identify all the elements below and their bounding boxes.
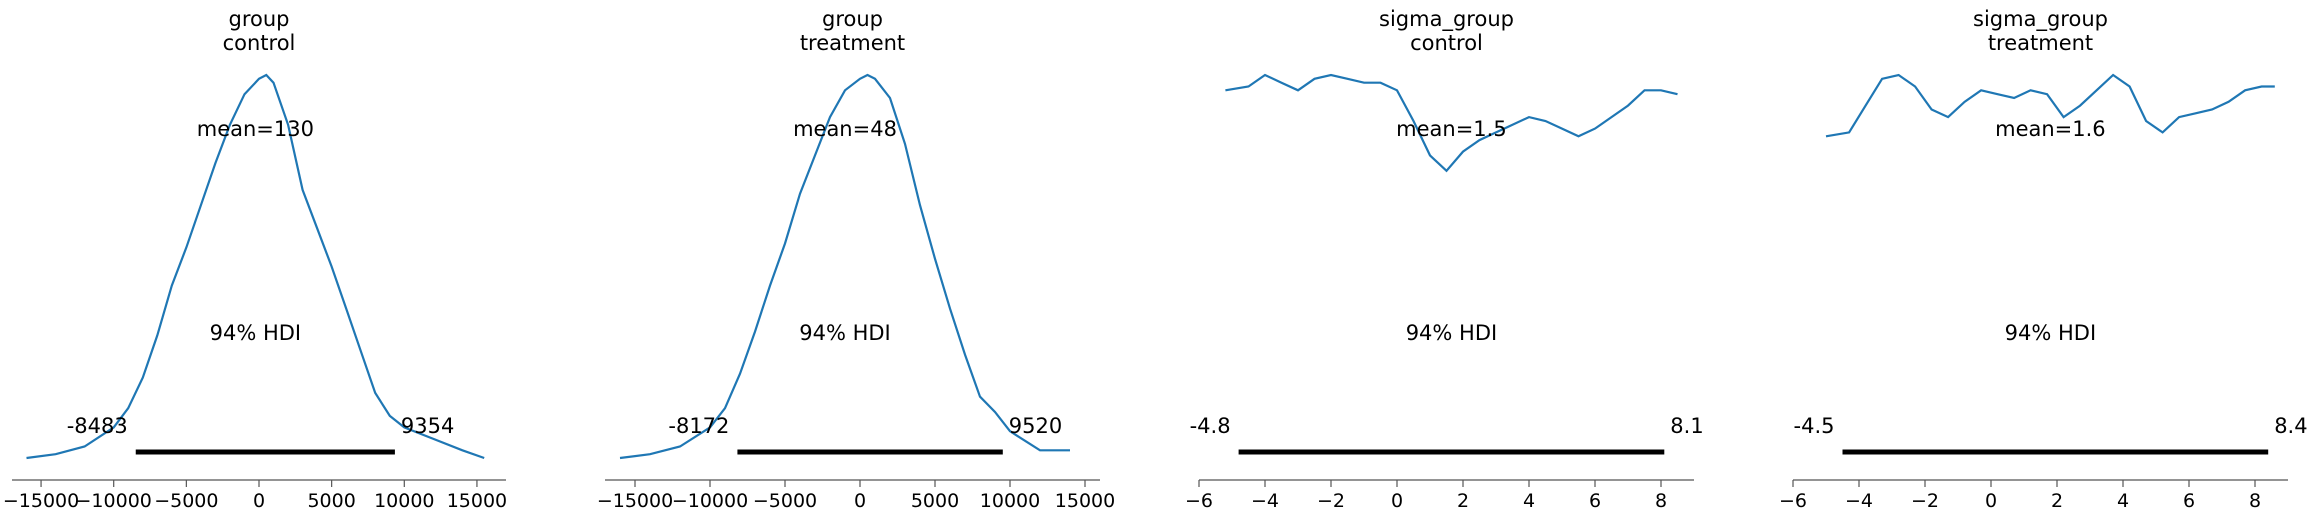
kde-curve [1825,73,2275,138]
panel-title-line: control [223,31,296,55]
x-tick-label: 0 [854,490,866,512]
x-tick-label: 2 [1457,490,1469,512]
x-tick-label: 4 [1523,490,1535,512]
kde-curve [1225,73,1678,173]
hdi-high-label: 9354 [401,414,454,438]
panel-title-line: group [229,7,290,31]
hdi-high-label: 9520 [1009,414,1062,438]
hdi-label: 94% HDI [210,321,302,345]
x-tick-label: 6 [2183,490,2195,512]
x-tick-label: 10000 [374,490,434,512]
kde-curve [619,73,1070,460]
x-tick-label: 6 [1589,490,1601,512]
hdi-label: 94% HDI [2005,321,2097,345]
x-tick-label: −2 [1911,490,1939,512]
mean-label: mean=48 [793,117,897,141]
mean-label: mean=1.6 [1995,117,2106,141]
x-tick-label: 0 [1985,490,1997,512]
mean-label: mean=130 [197,117,314,141]
kde-curve [26,73,485,460]
hdi-high-label: 8.4 [2274,414,2307,438]
mean-label: mean=1.5 [1396,117,1507,141]
hdi-high-label: 8.1 [1670,414,1703,438]
panel-title-line: sigma_group [1973,7,2108,32]
panel-title-line: sigma_group [1379,7,1514,32]
x-tick-label: −5000 [753,490,817,512]
hdi-label: 94% HDI [799,321,891,345]
x-tick-label: −2 [1317,490,1345,512]
hdi-low-label: -4.8 [1190,414,1231,438]
x-tick-label: 10000 [980,490,1040,512]
x-tick-label: 2 [2051,490,2063,512]
x-tick-label: 15000 [447,490,507,512]
x-tick-label: −15000 [3,490,79,512]
x-tick-label: 8 [1655,490,1667,512]
panel-title-line: control [1410,31,1483,55]
x-tick-label: 4 [2117,490,2129,512]
x-tick-label: 5000 [911,490,959,512]
x-tick-label: −5000 [154,490,218,512]
x-tick-label: 15000 [1055,490,1115,512]
x-tick-label: −15000 [597,490,673,512]
hdi-low-label: -8172 [668,414,729,438]
panel-title-line: treatment [800,31,905,55]
x-tick-label: −4 [1251,490,1279,512]
x-tick-label: 8 [2249,490,2261,512]
x-tick-label: −6 [1779,490,1807,512]
x-tick-label: 0 [1391,490,1403,512]
hdi-label: 94% HDI [1406,321,1498,345]
hdi-low-label: -4.5 [1794,414,1835,438]
x-tick-label: −6 [1185,490,1213,512]
x-tick-label: −4 [1845,490,1873,512]
x-tick-label: −10000 [672,490,748,512]
x-tick-label: −10000 [76,490,152,512]
panel-title-line: group [822,7,883,31]
x-tick-label: 5000 [307,490,355,512]
panel-title-line: treatment [1988,31,2093,55]
x-tick-label: 0 [253,490,265,512]
hdi-low-label: -8483 [67,414,128,438]
